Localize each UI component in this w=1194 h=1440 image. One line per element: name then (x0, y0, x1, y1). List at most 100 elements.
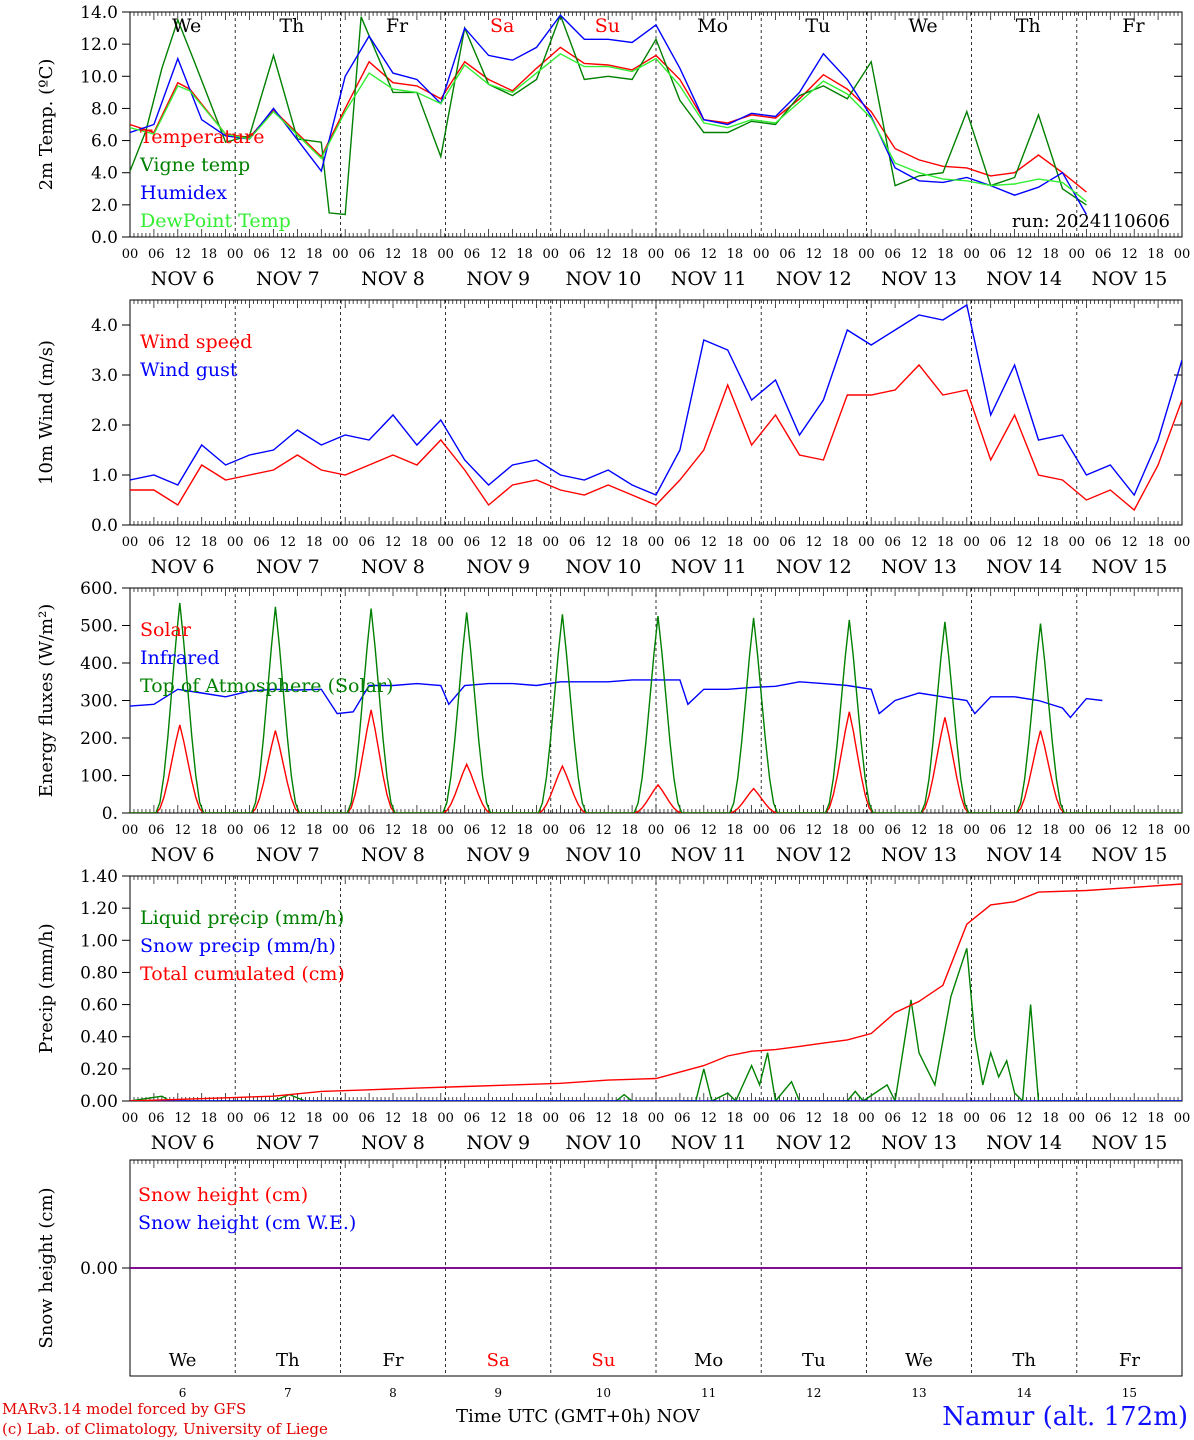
hour-tick-label: 06 (569, 535, 586, 550)
date-label: NOV 11 (671, 556, 747, 578)
hour-tick-label: 06 (1095, 823, 1112, 838)
hour-tick-label: 06 (884, 535, 901, 550)
hour-tick-label: 00 (437, 823, 454, 838)
hour-tick-label: 12 (280, 247, 297, 262)
day-number-label: 7 (284, 1386, 292, 1400)
hour-tick-label: 12 (280, 823, 297, 838)
hour-tick-label: 12 (490, 1111, 507, 1126)
weekday-label: Sa (490, 15, 514, 37)
day-number-label: 10 (596, 1386, 611, 1400)
hour-tick-label: 12 (490, 247, 507, 262)
date-label: NOV 13 (881, 268, 957, 290)
hour-tick-label: 18 (201, 247, 218, 262)
legend-entry: Infrared (140, 647, 220, 669)
date-label: NOV 11 (671, 1132, 747, 1154)
date-label: NOV 10 (565, 1132, 641, 1154)
hour-tick-label: 06 (358, 823, 375, 838)
y-tick-label: 1.20 (80, 899, 118, 919)
hour-tick-label: 00 (753, 823, 770, 838)
hour-tick-label: 06 (1095, 535, 1112, 550)
hour-tick-label: 12 (174, 1111, 191, 1126)
weekday-label: Mo (697, 15, 728, 37)
hour-tick-label: 06 (990, 535, 1007, 550)
hour-tick-label: 06 (253, 823, 270, 838)
hour-tick-label: 18 (621, 535, 638, 550)
hour-tick-label: 12 (1121, 535, 1138, 550)
hour-tick-label: 18 (832, 535, 849, 550)
series-line-liquid-precip-mm-h- (130, 948, 1182, 1101)
hour-tick-label: 06 (779, 1111, 796, 1126)
date-label: NOV 7 (256, 556, 320, 578)
hour-tick-label: 00 (858, 1111, 875, 1126)
legend-entry: Snow height (cm W.E.) (138, 1212, 356, 1234)
hour-tick-label: 12 (700, 823, 717, 838)
y-tick-label: 0.0 (91, 516, 118, 536)
hour-tick-label: 18 (1042, 247, 1059, 262)
hour-tick-label: 00 (963, 247, 980, 262)
hour-tick-label: 06 (990, 247, 1007, 262)
series-line-solar (130, 709, 1182, 813)
hour-tick-label: 18 (727, 1111, 744, 1126)
hour-tick-label: 12 (1016, 1111, 1033, 1126)
hour-tick-label: 12 (806, 535, 823, 550)
hour-tick-label: 18 (832, 247, 849, 262)
hour-tick-label: 12 (1016, 823, 1033, 838)
day-number-label: 6 (179, 1386, 187, 1400)
hour-tick-label: 00 (122, 247, 139, 262)
y-tick-label: 1.40 (80, 867, 118, 887)
day-number-label: 11 (701, 1386, 716, 1400)
hour-tick-label: 00 (648, 535, 665, 550)
hour-tick-label: 12 (174, 247, 191, 262)
date-label: NOV 11 (671, 844, 747, 866)
date-label: NOV 10 (565, 268, 641, 290)
hour-tick-label: 18 (411, 535, 428, 550)
y-tick-label: 0.80 (80, 963, 118, 983)
hour-tick-label: 18 (411, 247, 428, 262)
hour-tick-label: 18 (201, 535, 218, 550)
date-label: NOV 7 (256, 1132, 320, 1154)
hour-tick-label: 18 (832, 823, 849, 838)
hour-tick-label: 18 (621, 247, 638, 262)
series-line-humidex (130, 14, 1088, 215)
date-label: NOV 9 (466, 268, 530, 290)
legend-entry: Temperature (140, 126, 264, 148)
panel-snow: 0.00 Snow height (cm) Snow height (cm) Snow… (36, 1159, 1183, 1400)
hour-tick-label: 12 (385, 823, 402, 838)
hour-tick-label: 12 (1121, 247, 1138, 262)
weekday-label: Th (279, 15, 304, 37)
hour-tick-label: 12 (385, 1111, 402, 1126)
hour-tick-label: 18 (516, 247, 533, 262)
hour-tick-label: 00 (1174, 247, 1191, 262)
hour-tick-label: 00 (227, 1111, 244, 1126)
date-label: NOV 15 (1091, 844, 1167, 866)
panel-frame (129, 299, 1183, 526)
hour-tick-label: 18 (621, 823, 638, 838)
hour-tick-label: 18 (937, 1111, 954, 1126)
hour-tick-label: 18 (1042, 535, 1059, 550)
day-number-label: 9 (494, 1386, 502, 1400)
hour-tick-label: 00 (227, 823, 244, 838)
hour-tick-label: 06 (884, 823, 901, 838)
hour-tick-label: 06 (148, 535, 165, 550)
hour-tick-label: 18 (1147, 247, 1164, 262)
series-line-total-cumulated-cm- (130, 883, 1182, 1101)
y-tick-label: 100. (80, 767, 118, 787)
hour-tick-label: 12 (911, 823, 928, 838)
hour-tick-label: 06 (253, 247, 270, 262)
hour-tick-label: 00 (1174, 1111, 1191, 1126)
day-number-label: 13 (911, 1386, 926, 1400)
series-line-dewpoint-temp (130, 52, 1087, 203)
day-number-label: 12 (806, 1386, 821, 1400)
y-axis-label: Energy fluxes (W/m²) (36, 604, 57, 798)
hour-tick-label: 06 (1095, 247, 1112, 262)
date-label: NOV 8 (361, 268, 425, 290)
hour-tick-label: 00 (1069, 823, 1086, 838)
hour-tick-label: 12 (595, 823, 612, 838)
date-label: NOV 12 (776, 556, 852, 578)
legend-entry: Vigne temp (139, 154, 250, 176)
hour-tick-label: 00 (753, 535, 770, 550)
date-label: NOV 15 (1091, 556, 1167, 578)
legend-entry: Wind speed (140, 331, 252, 353)
weekday-label: Fr (1119, 1350, 1140, 1371)
y-axis-label: Precip (mm/h) (36, 923, 57, 1053)
